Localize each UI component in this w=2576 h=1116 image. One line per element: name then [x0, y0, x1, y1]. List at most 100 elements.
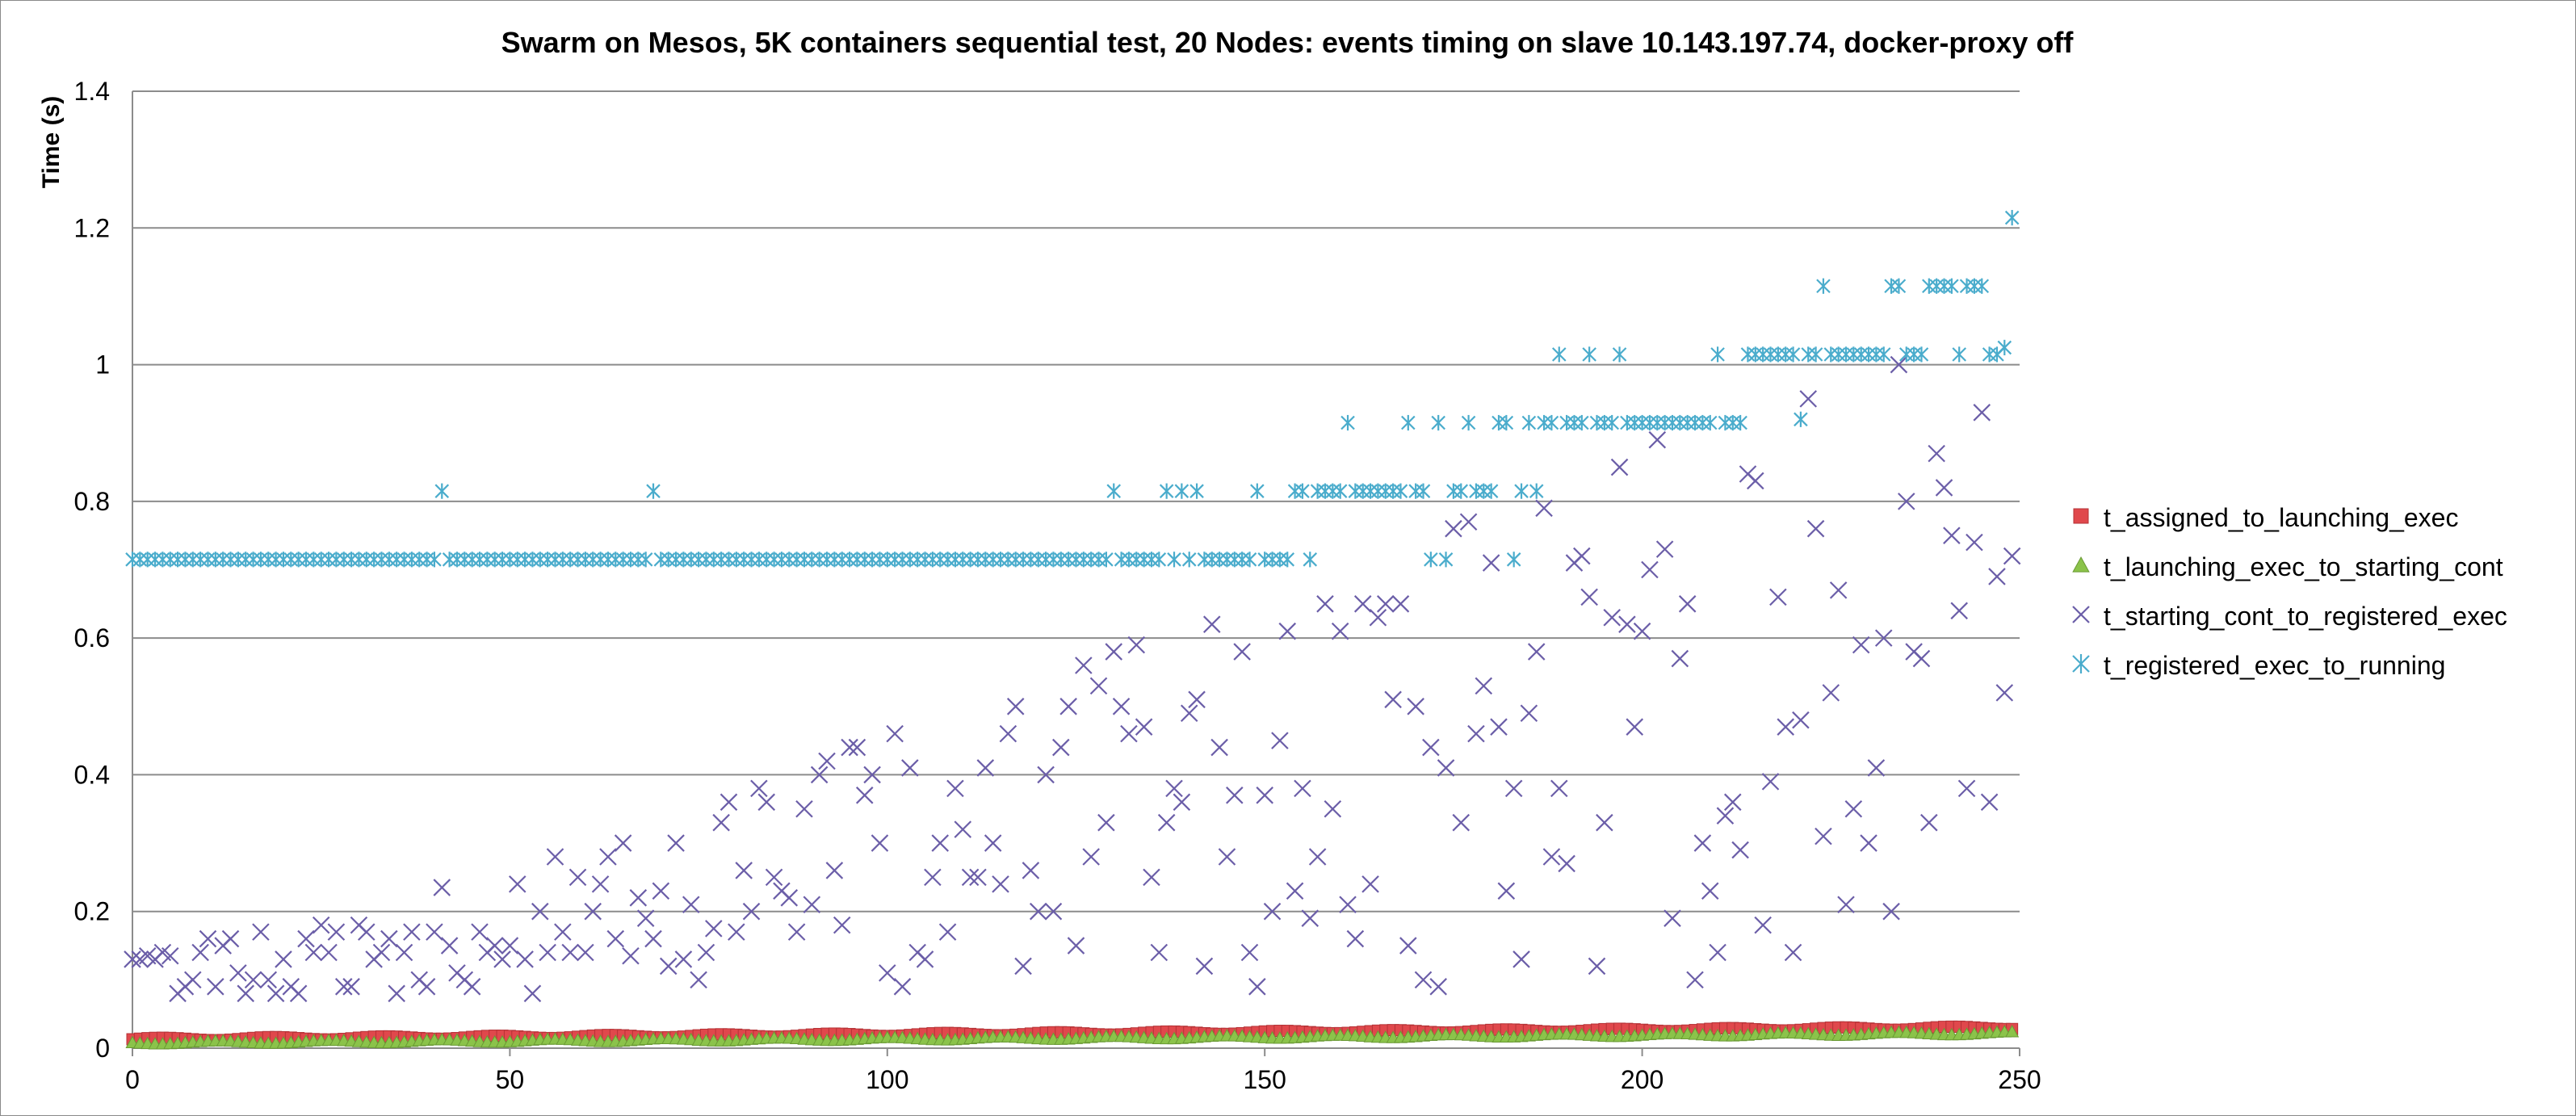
- data-point: [336, 552, 351, 568]
- data-point: [661, 552, 676, 568]
- data-point: [636, 909, 655, 927]
- data-point: [161, 946, 179, 965]
- data-point: [584, 902, 602, 921]
- data-point: [1535, 499, 1553, 518]
- data-point: [910, 552, 925, 568]
- data-point: [1846, 346, 1861, 363]
- data-point: [1122, 552, 1136, 568]
- data-point: [518, 552, 532, 568]
- data-point: [1044, 902, 1063, 921]
- data-point: [1544, 414, 1559, 431]
- data-point: [388, 984, 405, 1003]
- data-point: [1884, 278, 1898, 294]
- data-point: [1952, 346, 1966, 363]
- data-point: [1181, 552, 1197, 568]
- data-point: [457, 552, 472, 568]
- data-point: [1860, 834, 1877, 852]
- data-point: [1424, 552, 1438, 568]
- x-tick-label: 200: [1621, 1065, 1663, 1094]
- data-point: [1740, 346, 1756, 363]
- data-point: [155, 552, 170, 568]
- data-point: [1157, 813, 1176, 832]
- data-point: [380, 929, 398, 948]
- data-point: [1490, 718, 1508, 736]
- data-point: [1257, 552, 1272, 568]
- data-point: [992, 875, 1009, 893]
- data-point: [1499, 414, 1514, 431]
- data-point: [1483, 483, 1499, 499]
- data-point: [1129, 552, 1144, 568]
- data-point: [750, 779, 768, 798]
- data-point: [682, 896, 700, 914]
- data-point: [1731, 841, 1749, 859]
- data-point: [1655, 540, 1674, 558]
- data-point: [789, 552, 804, 568]
- data-point: [1808, 346, 1823, 363]
- data-point: [1559, 414, 1574, 431]
- data-point: [1657, 414, 1672, 431]
- data-point: [857, 552, 872, 568]
- data-point: [1029, 902, 1047, 921]
- data-point: [259, 971, 278, 989]
- data-point: [1407, 698, 1424, 715]
- data-point: [705, 920, 723, 938]
- data-point: [1325, 483, 1340, 499]
- data-point: [1816, 278, 1831, 294]
- data-point: [283, 552, 299, 568]
- data-point: [162, 552, 178, 568]
- data-point: [1771, 346, 1785, 363]
- data-point: [1105, 643, 1123, 661]
- data-point: [1874, 629, 1893, 647]
- data-point: [593, 552, 608, 568]
- data-point: [306, 552, 321, 568]
- data-point: [834, 552, 850, 568]
- data-point: [1384, 690, 1402, 709]
- data-point: [955, 552, 971, 568]
- data-point: [1295, 483, 1310, 499]
- data-point: [1030, 552, 1046, 568]
- data-point: [1589, 414, 1605, 431]
- data-point: [1076, 552, 1091, 568]
- data-point: [1551, 346, 1567, 363]
- data-point: [1318, 483, 1332, 499]
- data-point: [699, 552, 714, 568]
- data-point: [1414, 971, 1433, 989]
- data-point: [1777, 718, 1794, 736]
- data-point: [1219, 552, 1235, 568]
- data-point: [1650, 414, 1665, 431]
- data-point: [1068, 552, 1084, 568]
- gridlines: [132, 90, 2020, 913]
- data-point: [1340, 414, 1355, 431]
- data-point: [833, 916, 851, 934]
- data-point: [1014, 957, 1032, 975]
- data-point: [1520, 704, 1538, 723]
- data-point: [872, 552, 887, 568]
- data-point: [879, 964, 896, 982]
- data-point: [2003, 547, 2021, 565]
- data-point: [1671, 649, 1689, 668]
- data-point: [1197, 552, 1212, 568]
- data-point: [1376, 595, 1395, 613]
- data-point: [1331, 622, 1349, 640]
- data-point: [1265, 552, 1280, 568]
- data-point: [568, 868, 587, 887]
- data-point: [1748, 346, 1763, 363]
- data-point: [585, 552, 601, 568]
- legend: t_assigned_to_launching_exec t_launching_…: [2072, 503, 2507, 680]
- data-point: [289, 984, 308, 1003]
- data-point: [148, 552, 162, 568]
- data-point: [978, 552, 993, 568]
- data-point: [1665, 414, 1680, 431]
- data-point: [1294, 779, 1311, 798]
- data-point: [916, 950, 934, 968]
- data-point: [1052, 738, 1070, 757]
- data-point: [1512, 950, 1530, 968]
- data-point: [1189, 483, 1204, 499]
- y-tick-label: 0.2: [74, 897, 110, 926]
- data-point: [1348, 483, 1363, 499]
- data-point: [1467, 724, 1485, 743]
- data-point: [1922, 278, 1936, 294]
- data-point: [848, 738, 866, 757]
- data-point: [880, 552, 895, 568]
